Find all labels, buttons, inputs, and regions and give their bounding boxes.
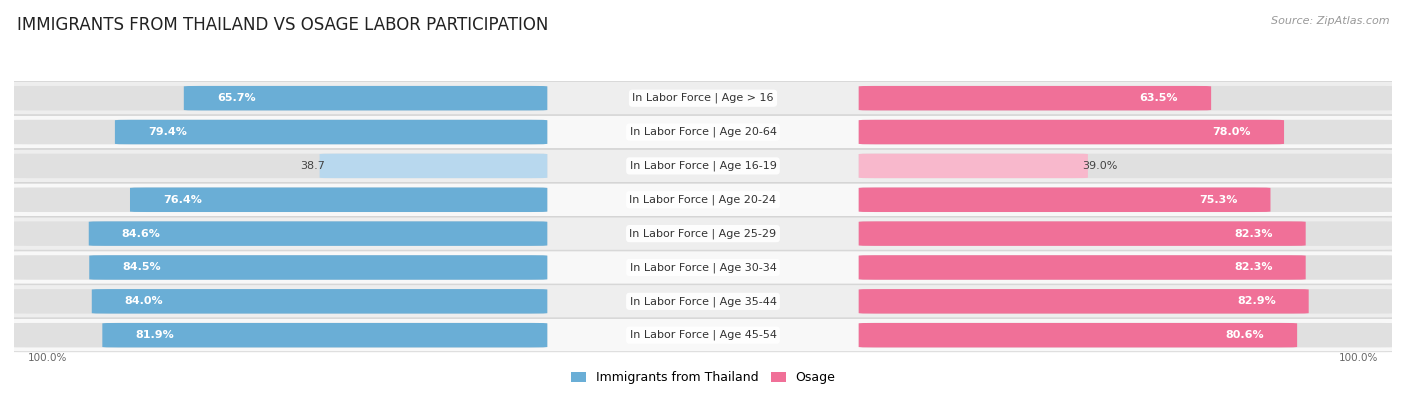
FancyBboxPatch shape [11,289,547,314]
FancyBboxPatch shape [859,188,1271,212]
FancyBboxPatch shape [7,251,1399,284]
FancyBboxPatch shape [11,154,547,178]
FancyBboxPatch shape [11,255,547,280]
Text: 100.0%: 100.0% [28,353,67,363]
Text: 100.0%: 100.0% [1339,353,1378,363]
Text: In Labor Force | Age 16-19: In Labor Force | Age 16-19 [630,161,776,171]
FancyBboxPatch shape [7,82,1399,115]
Text: 84.0%: 84.0% [125,296,163,307]
FancyBboxPatch shape [859,323,1298,348]
FancyBboxPatch shape [859,255,1395,280]
FancyBboxPatch shape [11,120,547,144]
Text: 65.7%: 65.7% [217,93,256,103]
FancyBboxPatch shape [859,221,1306,246]
FancyBboxPatch shape [859,120,1395,144]
FancyBboxPatch shape [859,86,1395,111]
FancyBboxPatch shape [115,120,547,144]
FancyBboxPatch shape [91,289,547,314]
FancyBboxPatch shape [7,285,1399,318]
FancyBboxPatch shape [129,188,547,212]
Text: 80.6%: 80.6% [1226,330,1264,340]
FancyBboxPatch shape [11,323,547,348]
FancyBboxPatch shape [7,149,1399,182]
Text: 75.3%: 75.3% [1199,195,1237,205]
FancyBboxPatch shape [859,289,1395,314]
Text: 84.5%: 84.5% [122,262,160,273]
Text: 84.6%: 84.6% [122,229,160,239]
Text: 82.3%: 82.3% [1234,229,1272,239]
FancyBboxPatch shape [7,183,1399,216]
Text: In Labor Force | Age 35-44: In Labor Force | Age 35-44 [630,296,776,307]
FancyBboxPatch shape [7,115,1399,149]
FancyBboxPatch shape [11,221,547,246]
Text: 78.0%: 78.0% [1212,127,1251,137]
FancyBboxPatch shape [11,188,547,212]
FancyBboxPatch shape [184,86,547,111]
FancyBboxPatch shape [103,323,547,348]
Text: Source: ZipAtlas.com: Source: ZipAtlas.com [1271,16,1389,26]
FancyBboxPatch shape [859,221,1395,246]
FancyBboxPatch shape [319,154,547,178]
Text: In Labor Force | Age 25-29: In Labor Force | Age 25-29 [630,228,776,239]
Text: In Labor Force | Age 20-24: In Labor Force | Age 20-24 [630,194,776,205]
Text: 39.0%: 39.0% [1083,161,1118,171]
FancyBboxPatch shape [89,221,547,246]
FancyBboxPatch shape [89,255,547,280]
Text: In Labor Force | Age 30-34: In Labor Force | Age 30-34 [630,262,776,273]
FancyBboxPatch shape [859,86,1211,111]
FancyBboxPatch shape [859,154,1395,178]
Text: 63.5%: 63.5% [1139,93,1178,103]
Text: 38.7: 38.7 [301,161,325,171]
Text: 76.4%: 76.4% [163,195,202,205]
Legend: Immigrants from Thailand, Osage: Immigrants from Thailand, Osage [565,366,841,389]
FancyBboxPatch shape [859,154,1088,178]
FancyBboxPatch shape [7,319,1399,352]
Text: 82.9%: 82.9% [1237,296,1275,307]
FancyBboxPatch shape [859,120,1284,144]
Text: In Labor Force | Age 45-54: In Labor Force | Age 45-54 [630,330,776,340]
FancyBboxPatch shape [859,255,1306,280]
Text: 81.9%: 81.9% [135,330,174,340]
Text: 82.3%: 82.3% [1234,262,1272,273]
FancyBboxPatch shape [859,289,1309,314]
FancyBboxPatch shape [859,188,1395,212]
FancyBboxPatch shape [11,86,547,111]
Text: IMMIGRANTS FROM THAILAND VS OSAGE LABOR PARTICIPATION: IMMIGRANTS FROM THAILAND VS OSAGE LABOR … [17,16,548,34]
FancyBboxPatch shape [859,323,1395,348]
FancyBboxPatch shape [7,217,1399,250]
Text: 79.4%: 79.4% [148,127,187,137]
Text: In Labor Force | Age > 16: In Labor Force | Age > 16 [633,93,773,103]
Text: In Labor Force | Age 20-64: In Labor Force | Age 20-64 [630,127,776,137]
